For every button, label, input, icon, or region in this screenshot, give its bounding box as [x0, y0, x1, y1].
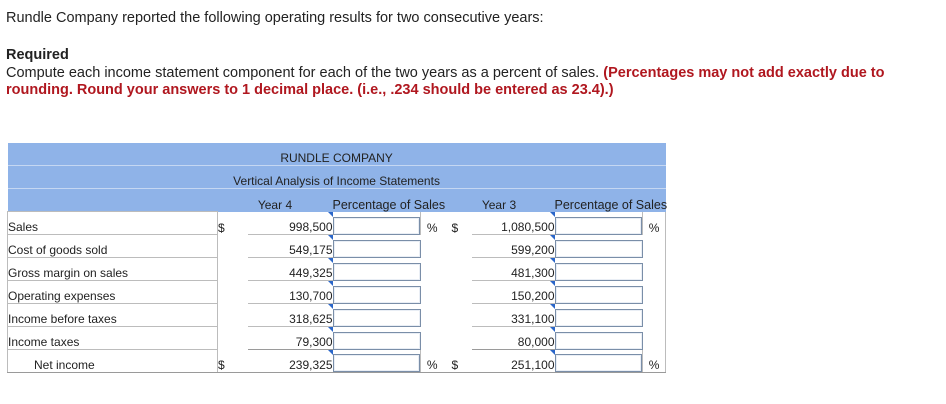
header-blank [7, 188, 218, 212]
vertical-analysis-table: RUNDLE COMPANY Vertical Analysis of Inco… [7, 143, 667, 373]
row-label: Cost of goods sold [7, 234, 218, 258]
percent-sign: % [641, 349, 667, 373]
required-heading: Required [6, 47, 69, 63]
row-label: Income before taxes [7, 303, 218, 327]
header-year3: Year 3 [443, 188, 555, 212]
year4-amount: 449,325 [247, 257, 333, 281]
year3-amount: 1,080,500 [471, 211, 555, 235]
year3-amount: 150,200 [471, 280, 555, 304]
pct-year3-input[interactable] [554, 354, 642, 372]
percent-sign: % [641, 211, 667, 235]
year3-amount: 599,200 [471, 234, 555, 258]
statement-title: Vertical Analysis of Income Statements [7, 165, 666, 189]
pct-year4-input[interactable] [332, 331, 421, 350]
pct-year3-input[interactable] [554, 262, 643, 281]
percent-sign: % [420, 349, 444, 373]
table-row: Income taxes 79,300 80,000 [7, 326, 667, 350]
table-row: Cost of goods sold 549,175 599,200 [7, 234, 667, 258]
company-name: RUNDLE COMPANY [7, 143, 666, 166]
required-text: Compute each income statement component … [6, 65, 600, 81]
row-label: Operating expenses [7, 280, 218, 304]
header-year4: Year 4 [217, 188, 333, 212]
year3-amount: 481,300 [471, 257, 555, 281]
row-label: Gross margin on sales [7, 257, 218, 281]
pct-year4-input[interactable] [332, 262, 421, 281]
dollar-sign: $ [217, 349, 248, 373]
table-row: Income before taxes 318,625 331,100 [7, 303, 667, 327]
year3-amount: 331,100 [471, 303, 555, 327]
pct-year3-input[interactable] [554, 331, 643, 350]
table-row: Operating expenses 130,700 150,200 [7, 280, 667, 304]
problem-intro: Rundle Company reported the following op… [6, 10, 544, 26]
dollar-sign: $ [218, 220, 225, 235]
year4-amount: 549,175 [247, 234, 333, 258]
table-row: Net income $ 239,325 % $ 251,100 % [7, 349, 667, 373]
year3-amount: 80,000 [471, 326, 555, 350]
pct-year4-input[interactable] [332, 216, 420, 235]
pct-year4-input[interactable] [332, 285, 421, 304]
pct-year3-input[interactable] [554, 216, 642, 235]
row-label: Income taxes [7, 326, 218, 350]
percent-sign: % [420, 211, 444, 235]
pct-year3-input[interactable] [554, 285, 643, 304]
rounding-note: (Percentages may not add exactly due to … [6, 65, 885, 98]
pct-year3-input[interactable] [554, 308, 643, 327]
table-row: Gross margin on sales 449,325 481,300 [7, 257, 667, 281]
header-pct-year3: Percentage of Sales [554, 188, 667, 212]
year4-amount: 318,625 [247, 303, 333, 327]
table-row: Sales $ 998,500 % $ 1,080,500 % [7, 211, 667, 235]
year4-amount: 130,700 [247, 280, 333, 304]
dollar-sign: $ [443, 349, 472, 373]
pct-year3-input[interactable] [554, 239, 643, 258]
row-label: Net income [7, 349, 218, 373]
year4-amount: 79,300 [247, 326, 333, 350]
row-label: Sales [7, 211, 218, 235]
pct-year4-input[interactable] [332, 239, 421, 258]
year3-amount: 251,100 [471, 349, 555, 373]
pct-year4-input[interactable] [332, 354, 420, 372]
pct-year4-input[interactable] [332, 308, 421, 327]
required-instructions: Compute each income statement component … [6, 65, 941, 99]
dollar-sign: $ [451, 220, 459, 235]
year4-amount: 998,500 [247, 211, 333, 235]
year4-amount: 239,325 [247, 349, 333, 373]
header-pct-year4: Percentage of Sales [332, 188, 445, 212]
